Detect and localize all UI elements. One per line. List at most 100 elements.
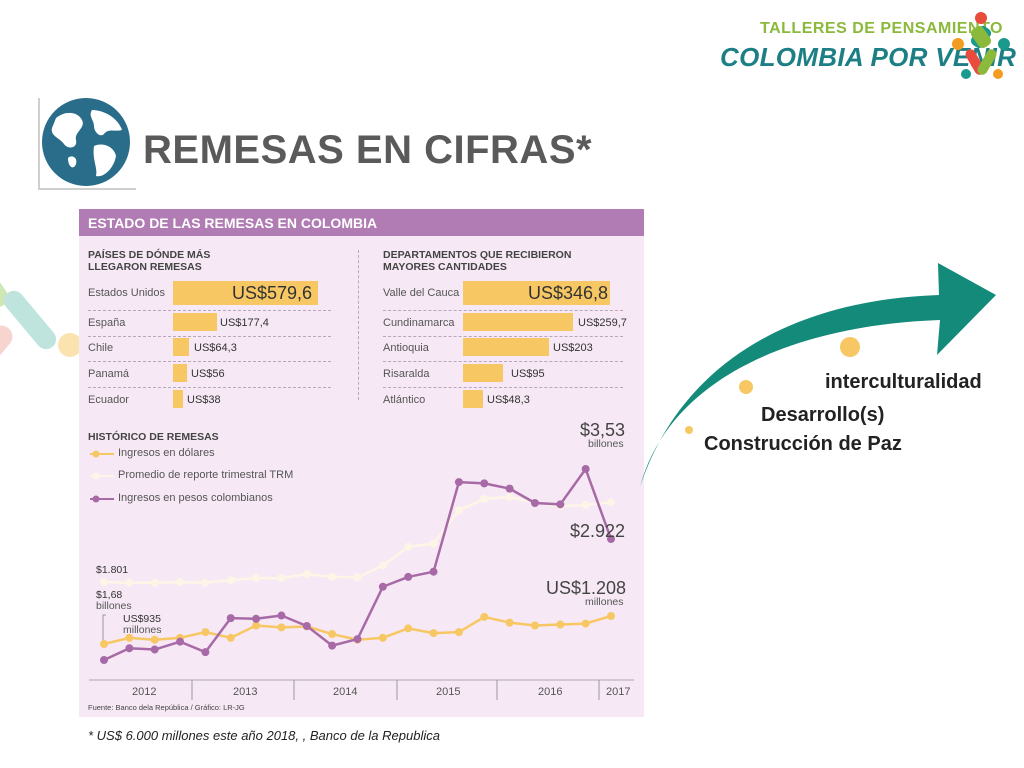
annotation-value: $2.922: [570, 521, 626, 541]
bar-value-label: US$56: [191, 368, 225, 380]
slide-title: REMESAS EN CIFRAS*: [143, 128, 593, 172]
row-divider: [383, 387, 623, 388]
legend-marker-pesos: [92, 495, 100, 503]
pesos-line: [103, 467, 613, 662]
trm-line: [103, 495, 612, 584]
x-tick-label: 2017: [606, 686, 631, 698]
bar-value-label: US$259,7: [578, 317, 627, 329]
trm-point: [176, 578, 185, 587]
pesos-point: [404, 572, 413, 581]
dollars-point: [328, 630, 337, 639]
x-tick-label: 2014: [333, 686, 358, 698]
x-tick-label: 2013: [233, 686, 258, 698]
bar-value-label: US$48,3: [487, 394, 530, 406]
pesos-point: [201, 648, 210, 657]
legend-markers: [90, 450, 114, 503]
category-label: Chile: [88, 342, 114, 354]
pesos-point: [302, 621, 311, 630]
category-label: Estados Unidos: [88, 287, 166, 299]
history-title: HISTÓRICO DE REMESAS: [88, 431, 219, 443]
category-label: Atlántico: [383, 394, 426, 406]
logo-people-icon: [952, 12, 1010, 79]
trm-point: [454, 506, 463, 515]
legend-marker-trm: [92, 472, 100, 480]
category-label: Ecuador: [88, 394, 129, 406]
dollars-point: [100, 640, 108, 648]
logo-line-1: TALLERES DE PENSAMIENTO: [760, 20, 1003, 37]
pesos-point: [150, 645, 159, 654]
dollars-point: [581, 619, 590, 628]
trm-point: [404, 542, 413, 551]
arrow-label-interculturalidad: interculturalidad: [825, 371, 982, 393]
trm-point: [505, 493, 514, 501]
pesos-point: [505, 484, 514, 493]
trm-point: [252, 574, 261, 583]
dollars-point: [505, 618, 514, 627]
pesos-point: [226, 614, 235, 623]
trm-point: [480, 494, 489, 503]
dollars-point: [454, 628, 463, 637]
dollars-point: [530, 621, 539, 630]
pesos-point: [581, 465, 590, 473]
pesos-point: [480, 479, 489, 488]
pesos-point: [429, 567, 438, 576]
row-divider: [383, 310, 623, 311]
bar-value-label: US$38: [187, 394, 221, 406]
annotation-unit: millones: [585, 596, 624, 608]
pesos-point: [556, 500, 565, 509]
countries-title: PAÍSES DE DÓNDE MÁS LLEGARON REMESAS: [88, 249, 211, 273]
annotation-value: US$935: [123, 613, 161, 625]
timeline-dot-small: [685, 426, 693, 434]
legend-marker-dollars: [92, 450, 100, 458]
bar-ecuador: [173, 390, 183, 408]
trm-point: [100, 578, 108, 586]
pesos-point: [530, 499, 539, 508]
annotation-unit: billones: [96, 600, 132, 612]
pesos-point: [378, 582, 387, 591]
bar-atlantico: [463, 390, 484, 408]
timeline-dot-medium: [739, 380, 753, 394]
pesos-point: [454, 478, 463, 487]
pesos-point: [277, 611, 286, 620]
annotation-unit: billones: [588, 438, 624, 450]
bar-chile: [173, 338, 190, 356]
curved-arrow-icon: [640, 263, 996, 487]
bar-valle-del-cauca: [463, 281, 610, 305]
row-divider: [383, 336, 623, 337]
category-label: España: [88, 317, 126, 329]
x-tick-label: 2012: [132, 686, 157, 698]
category-label: Antioquia: [383, 342, 429, 354]
pesos-point: [607, 534, 615, 543]
row-divider: [88, 387, 331, 388]
category-label: Panamá: [88, 368, 129, 380]
pesos-point: [252, 614, 261, 623]
bar-risaralda: [463, 364, 504, 382]
timeline-dot-large: [840, 337, 860, 357]
bar-espana: [173, 313, 218, 331]
bar-value-label: US$177,4: [220, 317, 269, 329]
pesos-point: [176, 637, 185, 646]
bar-value-label: US$95: [511, 368, 545, 380]
row-divider: [88, 310, 331, 311]
trm-point: [353, 573, 362, 582]
category-label: Risaralda: [383, 368, 430, 380]
x-tick-label: 2016: [538, 686, 563, 698]
arrow-label-construccion-de-paz: Construcción de Paz: [704, 433, 902, 455]
legend-item: Promedio de reporte trimestral TRM: [118, 469, 294, 481]
infographic-header: ESTADO DE LAS REMESAS EN COLOMBIA: [88, 215, 378, 231]
brand-logo: TALLERES DE PENSAMIENTO COLOMBIA POR VEN…: [712, 6, 1017, 86]
decorative-shapes: [0, 245, 80, 389]
bar-value-label: US$579,6: [232, 283, 313, 303]
row-divider: [88, 361, 331, 362]
history-line-chart: [89, 465, 634, 700]
bar-estados-unidos: [173, 281, 318, 305]
trm-point: [201, 578, 210, 587]
dollars-point: [226, 633, 235, 642]
trm-point: [378, 561, 387, 570]
bar-cundinamarca: [463, 313, 574, 331]
section-divider: [358, 250, 359, 400]
bar-value-label: US$346,8: [528, 283, 609, 303]
dollars-point: [277, 623, 286, 632]
x-tick-label: 2015: [436, 686, 461, 698]
category-label: Cundinamarca: [383, 317, 455, 329]
